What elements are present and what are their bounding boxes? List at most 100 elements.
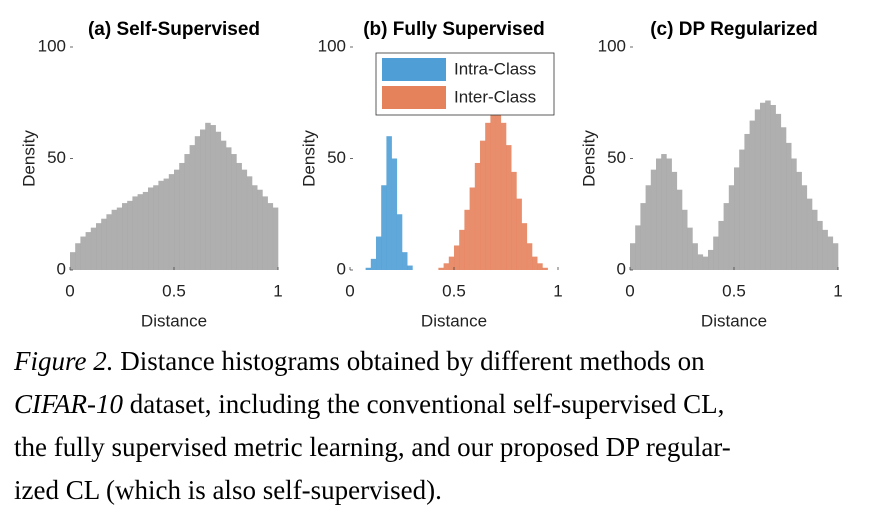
bar	[236, 162, 242, 270]
bar	[718, 220, 724, 270]
bar	[532, 256, 538, 270]
caption-line: CIFAR-10 dataset, including the conventi…	[14, 383, 864, 426]
bar	[241, 169, 248, 270]
bar	[106, 214, 112, 270]
bar	[365, 267, 372, 270]
x-tick-label: 0.5	[722, 281, 746, 300]
bar	[148, 187, 154, 270]
bar	[179, 162, 185, 270]
caption-line: Figure 2. Distance histograms obtained b…	[14, 340, 864, 383]
x-tick-label: 0.5	[162, 281, 186, 300]
bar	[516, 198, 522, 270]
bar	[85, 232, 92, 270]
bar	[474, 162, 481, 270]
bar	[801, 185, 808, 270]
bar	[448, 256, 455, 270]
chart-title: (a) Self-Supervised	[88, 19, 260, 40]
bar	[682, 209, 688, 270]
bar	[70, 252, 76, 270]
y-axis-label: Density	[579, 130, 598, 187]
bar	[122, 203, 128, 270]
bar	[765, 100, 771, 271]
bar	[174, 169, 180, 270]
bar	[96, 223, 102, 270]
bar	[832, 243, 839, 270]
legend-label: Intra-Class	[454, 59, 536, 78]
bar	[443, 263, 450, 270]
bar	[396, 214, 403, 270]
bar	[391, 158, 398, 270]
chart-title: (b) Fully Supervised	[363, 19, 545, 40]
bar	[702, 256, 709, 270]
bar	[656, 158, 662, 270]
bar	[650, 169, 657, 270]
bar	[142, 191, 149, 270]
bar	[827, 236, 834, 270]
bar	[454, 245, 460, 270]
bar	[80, 236, 86, 270]
y-axis-label: Density	[299, 130, 318, 187]
bar	[630, 243, 636, 270]
bar	[749, 120, 756, 270]
caption-text: dataset, including the conventional self…	[123, 389, 725, 419]
bar	[226, 147, 232, 270]
bar	[116, 207, 123, 270]
x-tick-label: 0	[345, 281, 354, 300]
bar	[101, 218, 107, 270]
bar	[713, 236, 719, 270]
caption: Figure 2. Distance histograms obtained b…	[14, 340, 864, 512]
bar	[822, 229, 828, 270]
bar	[215, 131, 222, 270]
bar	[754, 109, 761, 270]
bar	[402, 252, 408, 270]
bar	[775, 113, 782, 271]
x-axis-label: Distance	[141, 311, 207, 330]
chart-title: (c) DP Regularized	[650, 19, 818, 40]
bar	[469, 187, 476, 270]
bar	[739, 149, 745, 270]
y-tick-label: 100	[38, 36, 66, 55]
bar	[645, 185, 652, 270]
bar	[231, 154, 237, 270]
caption-line: ized CL (which is also self-supervised).	[14, 475, 442, 505]
bar	[246, 176, 253, 270]
caption-label: Figure 2.	[14, 346, 114, 376]
bar	[459, 229, 465, 270]
x-axis-label: Distance	[421, 311, 487, 330]
bar	[111, 209, 118, 270]
bar	[370, 258, 377, 270]
caption-line: the fully supervised metric learning, an…	[14, 432, 731, 462]
bar	[796, 171, 802, 270]
bar	[386, 136, 392, 270]
y-tick-label: 100	[598, 36, 626, 55]
legend-swatch	[382, 58, 446, 81]
x-axis-label: Distance	[701, 311, 767, 330]
bar	[210, 125, 216, 270]
bar	[490, 109, 496, 270]
bar	[90, 227, 97, 270]
legend-label: Inter-Class	[454, 87, 536, 106]
bar	[666, 158, 672, 270]
bar	[132, 196, 138, 270]
bar	[168, 174, 175, 270]
bar	[485, 122, 491, 270]
bar	[635, 225, 641, 270]
bar	[640, 203, 646, 270]
x-tick-label: 0	[625, 281, 634, 300]
y-tick-label: 50	[327, 148, 346, 167]
bar	[158, 180, 164, 270]
bar	[257, 189, 263, 270]
bar	[676, 189, 683, 270]
bar	[692, 243, 698, 270]
bar	[200, 129, 206, 270]
bar	[511, 171, 517, 270]
x-tick-label: 1	[553, 281, 562, 300]
bar	[184, 154, 190, 270]
bar	[537, 263, 543, 270]
bar	[542, 267, 548, 270]
x-tick-label: 1	[833, 281, 842, 300]
y-tick-label: 0	[337, 259, 346, 278]
y-tick-label: 0	[57, 259, 66, 278]
y-tick-label: 50	[607, 148, 626, 167]
